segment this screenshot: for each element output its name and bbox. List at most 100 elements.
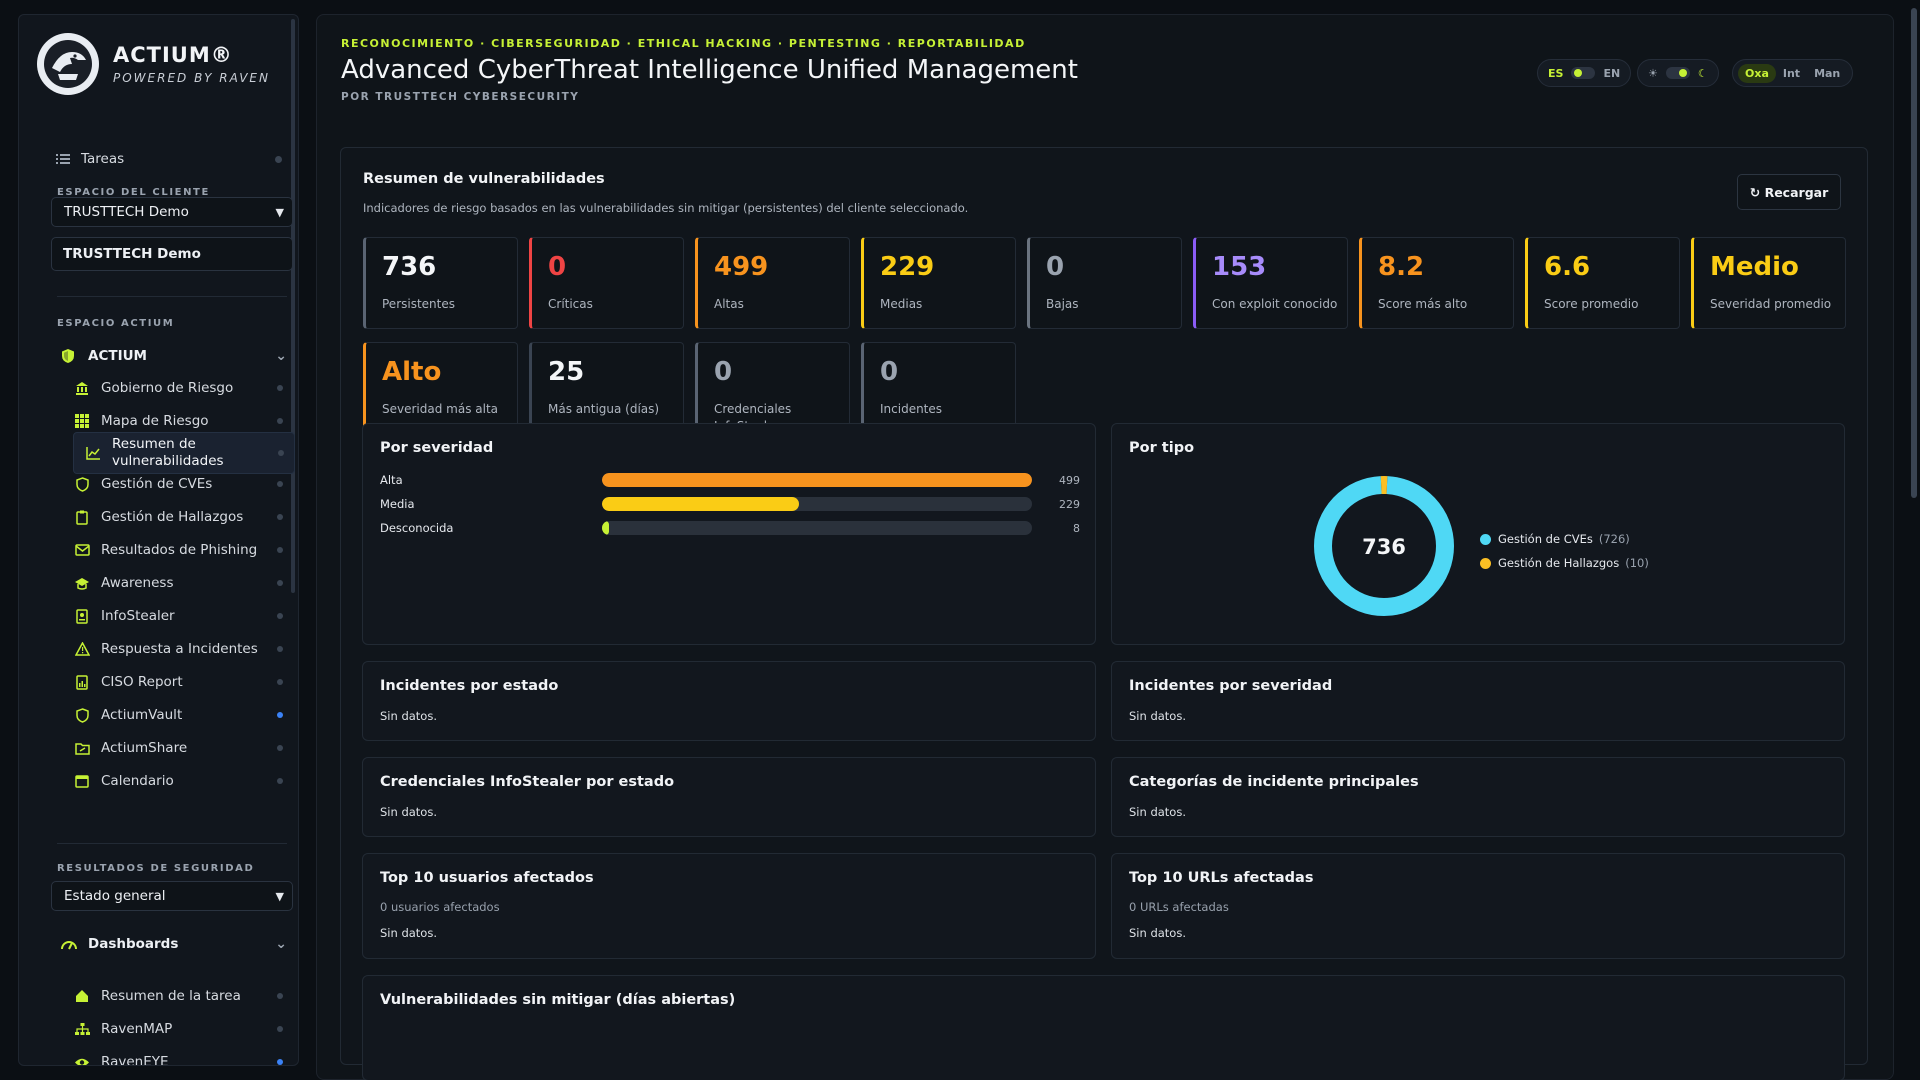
sidebar-item-actiumvault[interactable]: ActiumVault: [73, 704, 293, 726]
legend-item[interactable]: Gestión de CVEs (726): [1480, 532, 1630, 546]
sidebar-item-label: RavenMAP: [101, 1021, 173, 1037]
incident-categories-card: Categorías de incidente principales Sin …: [1111, 757, 1845, 837]
gauge-icon: [61, 938, 79, 950]
sidebar-item-infostealer[interactable]: InfoStealer: [73, 605, 293, 627]
sidebar-item-label: CISO Report: [101, 674, 183, 690]
donut-segment-hallazgos[interactable]: [1314, 476, 1454, 616]
stat-value: 6.6: [1544, 252, 1591, 282]
legend-swatch: [1480, 557, 1491, 569]
status-dot: [277, 679, 283, 685]
status-dot: [277, 580, 283, 586]
infostealer-creds-card: Credenciales InfoStealer por estado Sin …: [362, 757, 1096, 837]
dashboards-group-toggle[interactable]: Dashboards ⌄: [61, 933, 287, 955]
mode-oxa[interactable]: Oxa: [1738, 63, 1776, 83]
sidebar-item-respuesta-a-incidentes[interactable]: Respuesta a Incidentes: [73, 638, 293, 660]
severity-card: Por severidad Alta 499 Media 229 Desconocida…: [362, 423, 1096, 645]
client-select[interactable]: TRUSTTECH Demo ▼: [51, 197, 293, 227]
mode-int[interactable]: Int: [1782, 66, 1801, 80]
donut-segment-cves[interactable]: [1314, 476, 1454, 616]
moon-icon: ☾: [1697, 66, 1708, 80]
security-section-label: RESULTADOS DE SEGURIDAD: [57, 863, 255, 874]
sidebar-item-raveneye[interactable]: RavenEYE: [73, 1051, 293, 1065]
brand[interactable]: ACTIUM® POWERED BY RAVEN: [37, 33, 270, 95]
sidebar-item-resultados-de-phishing[interactable]: Resultados de Phishing: [73, 539, 293, 561]
sidebar-item-calendario[interactable]: Calendario: [73, 770, 293, 792]
theme-toggle[interactable]: ☀ ☾: [1637, 59, 1719, 87]
sidebar-item-awareness[interactable]: Awareness: [73, 572, 293, 594]
sidebar-item-label: InfoStealer: [101, 608, 175, 624]
lang-switch[interactable]: [1571, 67, 1596, 79]
status-dot: [277, 613, 283, 619]
stat-value: 0: [880, 357, 899, 387]
sidebar-item-gestion-de-cves[interactable]: Gestión de CVEs: [73, 473, 293, 495]
sidebar-item-resumen-de-la-tarea[interactable]: Resumen de la tarea: [73, 985, 293, 1007]
language-toggle[interactable]: ES EN: [1537, 59, 1632, 87]
sidebar-item-gestion-de-hallazgos[interactable]: Gestión de Hallazgos: [73, 506, 293, 528]
sidebar-item-actiumshare[interactable]: ActiumShare: [73, 737, 293, 759]
status-dot: [275, 155, 282, 163]
lang-en[interactable]: EN: [1603, 66, 1621, 80]
mode-man[interactable]: Man: [1814, 66, 1841, 80]
sidebar-item-mapa-de-riesgo[interactable]: Mapa de Riesgo: [73, 410, 293, 432]
client-name-field[interactable]: TRUSTTECH Demo: [51, 237, 293, 271]
divider: [57, 296, 287, 297]
sidebar-scrollbar[interactable]: [291, 19, 295, 593]
stat-value: 499: [714, 252, 769, 282]
sidebar-item-ciso-report[interactable]: CISO Report: [73, 671, 293, 693]
severity-bar-row: Media 229: [380, 496, 1080, 512]
bank-icon: [73, 381, 91, 395]
lang-es[interactable]: ES: [1548, 66, 1564, 80]
sidebar-item-gobierno-de-riesgo[interactable]: Gobierno de Riesgo: [73, 377, 293, 399]
sidebar-item-label: Gobierno de Riesgo: [101, 380, 234, 396]
panel-title: Vulnerabilidades sin mitigar (días abier…: [380, 992, 736, 1008]
legend-item[interactable]: Gestión de Hallazgos (10): [1480, 556, 1649, 570]
panel-title: Top 10 URLs afectadas: [1129, 870, 1314, 886]
security-select-value: Estado general: [64, 888, 166, 904]
bar-value: 499: [1059, 473, 1080, 487]
status-dot: [277, 547, 283, 553]
sidebar-item-label: Calendario: [101, 773, 174, 789]
shield-icon: [73, 476, 91, 492]
panel-subtext: 0 URLs afectadas: [1129, 900, 1229, 914]
reload-button[interactable]: ↻ Recargar: [1737, 174, 1841, 210]
type-card: Por tipo 736 Gestión de CVEs (726) Gestión…: [1111, 423, 1845, 645]
client-section-label: ESPACIO DEL CLIENTE: [57, 187, 210, 198]
sidebar-item-ravenmap[interactable]: RavenMAP: [73, 1018, 293, 1040]
raven-logo-icon: [37, 33, 99, 95]
actium-section-label: ESPACIO ACTIUM: [57, 318, 175, 329]
page-scrollbar[interactable]: [1911, 8, 1917, 498]
sidebar-item-label: Resultados de Phishing: [101, 542, 258, 558]
stat-card-score-mas-alto: 8.2 Score más alto: [1359, 237, 1514, 329]
sidebar-item-label: Gestión de CVEs: [101, 476, 213, 492]
sidebar-item-label: Awareness: [101, 575, 174, 591]
top-urls-card: Top 10 URLs afectadas 0 URLs afectadas S…: [1111, 853, 1845, 959]
bar-fill: [602, 473, 1032, 487]
sidebar-item-label: Tareas: [81, 151, 125, 167]
severity-title: Por severidad: [380, 440, 494, 456]
status-dot: [278, 450, 284, 456]
panel-title: Categorías de incidente principales: [1129, 774, 1419, 790]
stat-card-criticas: 0 Críticas: [529, 237, 684, 329]
status-dot: [277, 712, 283, 718]
stat-card-score-promedio: 6.6 Score promedio: [1525, 237, 1680, 329]
mode-selector[interactable]: Oxa Int Man: [1732, 59, 1854, 87]
theme-switch[interactable]: [1665, 67, 1690, 79]
panel-empty-text: Sin datos.: [1129, 926, 1186, 940]
status-dot: [277, 993, 283, 999]
security-select[interactable]: Estado general ▼: [51, 881, 293, 911]
stat-label: Score promedio: [1544, 297, 1639, 311]
actium-group-toggle[interactable]: ACTIUM ⌄: [61, 345, 287, 367]
list-icon: [54, 153, 72, 165]
sidebar-item-label: Resumen de vulnerabilidades: [112, 436, 224, 469]
bar-value: 8: [1073, 521, 1080, 535]
bar-label: Media: [380, 497, 415, 511]
sidebar-item-resumen-de-vulnerabilidades[interactable]: Resumen de vulnerabilidades: [73, 432, 295, 474]
sidebar-item-tareas[interactable]: Tareas: [54, 148, 294, 170]
shield-icon: [73, 707, 91, 723]
bar-fill: [602, 497, 800, 511]
sidebar-item-label: Resumen de la tarea: [101, 988, 241, 1004]
status-dot: [277, 1059, 283, 1065]
byline: POR TRUSTTECH CYBERSECURITY: [341, 91, 580, 103]
page-title: Advanced CyberThreat Intelligence Unifie…: [341, 55, 1078, 85]
stat-label: Incidentes: [880, 402, 943, 416]
